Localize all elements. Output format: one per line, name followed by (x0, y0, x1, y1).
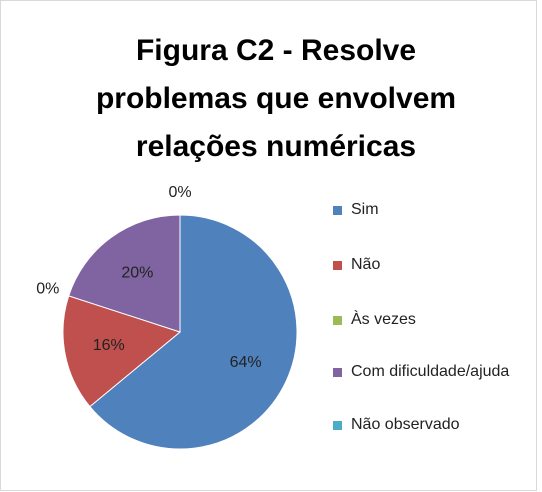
legend-label: Sim (351, 201, 379, 218)
data-label: 20% (121, 265, 153, 282)
legend-label: Não observado (351, 416, 460, 433)
pie-slice (68, 214, 181, 333)
legend-label: Não (351, 256, 381, 273)
legend-swatch (333, 261, 342, 270)
data-label: 64% (230, 354, 262, 371)
legend-swatch (333, 368, 342, 377)
data-label: 0% (168, 184, 191, 201)
data-label: 16% (93, 337, 125, 354)
legend-label: Às vezes (351, 311, 416, 328)
chart-title: problemas que envolvem (96, 82, 456, 115)
chart-title: relações numéricas (136, 130, 416, 163)
pie-slice (89, 214, 298, 450)
chart-title: Figura C2 - Resolve (136, 34, 416, 67)
legend-swatch (333, 421, 342, 430)
legend-swatch (333, 206, 342, 215)
legend-swatch (333, 316, 342, 325)
data-label: 0% (36, 280, 59, 297)
legend-label: Com dificuldade/ajuda (351, 363, 510, 380)
pie-slice (62, 295, 182, 408)
